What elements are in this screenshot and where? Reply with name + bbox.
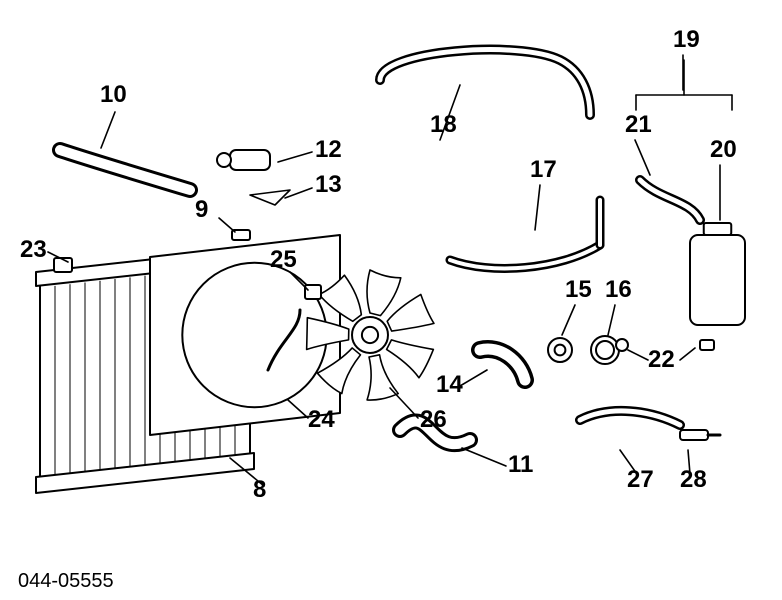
figure-part-number: 044-05555 [18, 570, 114, 593]
callout-label-27: 27 [627, 466, 654, 494]
callout-label-21: 21 [625, 111, 652, 139]
callout-label-13: 13 [315, 171, 342, 199]
callout-label-22: 22 [648, 346, 675, 374]
callout-label-23: 23 [20, 236, 47, 264]
callout-label-19: 19 [673, 26, 700, 54]
callout-label-14: 14 [436, 371, 463, 399]
callout-label-18: 18 [430, 111, 457, 139]
callout-label-20: 20 [710, 136, 737, 164]
callout-label-10: 10 [100, 81, 127, 109]
callout-label-28: 28 [680, 466, 707, 494]
callout-label-24: 24 [308, 406, 335, 434]
callout-label-8: 8 [253, 476, 266, 504]
callout-label-15: 15 [565, 276, 592, 304]
callout-label-16: 16 [605, 276, 632, 304]
callout-label-26: 26 [420, 406, 447, 434]
callout-label-11: 11 [508, 451, 533, 479]
callout-label-17: 17 [530, 156, 557, 184]
callout-label-25: 25 [270, 246, 297, 274]
diagram-stage: 8 9 10 11 12 13 14 15 16 17 18 19 20 21 22 23 24 25 26 27 28… [0, 0, 782, 600]
callout-label-9: 9 [195, 196, 208, 224]
callout-label-12: 12 [315, 136, 342, 164]
